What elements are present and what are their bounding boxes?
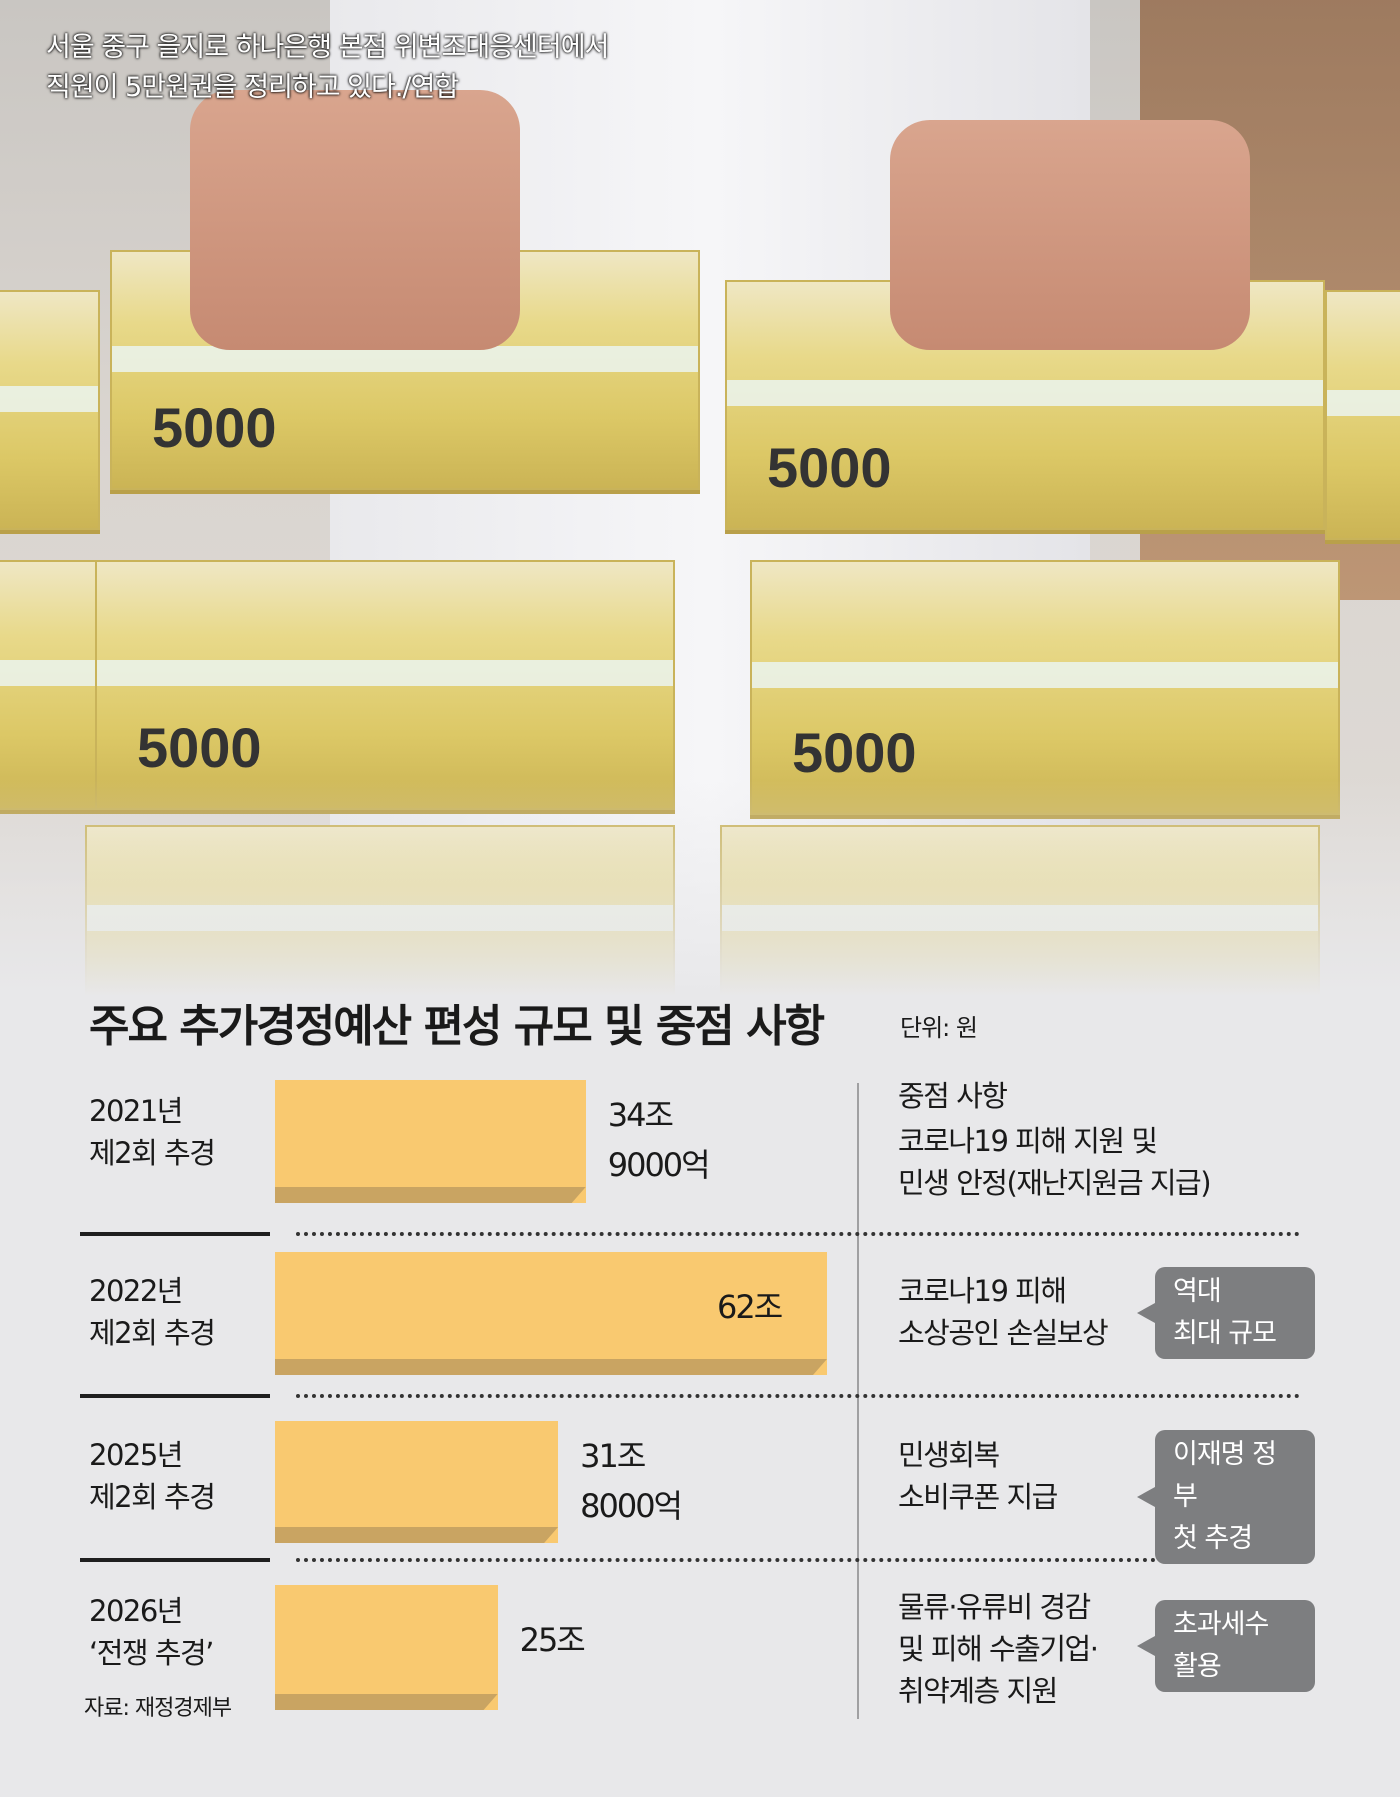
category-year: 2021년 (89, 1094, 183, 1128)
category-name: ‘전쟁 추경’ (89, 1636, 214, 1670)
row-divider (80, 1394, 270, 1398)
bill-stack (0, 290, 100, 530)
bar-shadow (275, 1359, 827, 1375)
bar (275, 1252, 827, 1375)
right-hand (890, 120, 1250, 350)
note-line: 소상공인 손실보상 (898, 1316, 1109, 1350)
note-line: 민생회복 (898, 1438, 1000, 1472)
data-label-line: 34조 (607, 1096, 674, 1134)
bar-shadow (275, 1527, 558, 1543)
data-label-line: 9000억 (607, 1146, 711, 1184)
category-name: 제2회 추경 (89, 1480, 216, 1514)
bar (275, 1421, 559, 1543)
note-line: 소비쿠폰 지급 (898, 1480, 1058, 1514)
bar (275, 1585, 498, 1710)
caption-line: 직원이 5만원권을 정리하고 있다./연합 (46, 72, 459, 103)
note-line: 물류·유류비 경감 (898, 1590, 1091, 1624)
chart-title: 주요 추가경정예산 편성 규모 및 중점 사항 (89, 1001, 825, 1052)
unit-label: 단위: 원 (900, 1014, 978, 1042)
bill-stack: 5000 (95, 560, 675, 810)
bar (275, 1080, 586, 1203)
row-divider (80, 1558, 270, 1562)
callout-line: 이재명 정부 (1173, 1439, 1277, 1512)
callout-line: 역대 (1173, 1276, 1222, 1307)
data-label: 25조 (519, 1615, 586, 1665)
bill-stack (1325, 290, 1400, 540)
column-divider (857, 1083, 859, 1719)
data-label: 34조 9000억 (607, 1090, 711, 1190)
category-name: 제2회 추경 (89, 1136, 216, 1170)
row-divider-dotted (296, 1558, 1300, 1562)
note-line: 취약계층 지원 (898, 1674, 1058, 1708)
data-label: 31조 8000억 (580, 1431, 683, 1531)
caption-line: 서울 중구 을지로 하나은행 본점 위변조대응센터에서 (46, 32, 609, 63)
banknote-photo: 5000 5000 5000 5000 서울 중구 을지로 하나은행 본점 위변… (0, 0, 1400, 1010)
row-divider (80, 1232, 270, 1236)
source-label: 자료: 재정경제부 (84, 1696, 232, 1721)
photo-fade (0, 780, 1400, 1010)
category-year: 2022년 (89, 1274, 183, 1308)
row-divider-dotted (296, 1232, 1300, 1236)
bill-stack (0, 560, 100, 810)
callout-line: 최대 규모 (1173, 1318, 1277, 1349)
category-name: 제2회 추경 (89, 1316, 216, 1350)
note-line: 민생 안정(재난지원금 지급) (898, 1166, 1212, 1200)
note-line: 및 피해 수출기업· (898, 1632, 1099, 1666)
row-divider-dotted (296, 1394, 1300, 1398)
callout-line: 초과세수 (1173, 1609, 1269, 1640)
note-line: 코로나19 피해 지원 및 (898, 1124, 1158, 1158)
left-hand (190, 90, 520, 350)
callout-line: 첫 추경 (1173, 1523, 1253, 1554)
category-year: 2025년 (89, 1438, 183, 1472)
callout-line: 활용 (1173, 1651, 1222, 1682)
note-line: 코로나19 피해 (898, 1274, 1067, 1308)
data-label-line: 25조 (519, 1621, 586, 1659)
photo-caption: 서울 중구 을지로 하나은행 본점 위변조대응센터에서 직원이 5만원권을 정리… (46, 28, 609, 108)
bar-shadow (275, 1694, 498, 1710)
category-year: 2026년 (89, 1594, 183, 1628)
bill-stack: 5000 (750, 560, 1340, 815)
bar-shadow (275, 1187, 586, 1203)
category-label: 2026년 ‘전쟁 추경’ (89, 1590, 214, 1674)
data-label-line: 8000억 (580, 1487, 683, 1525)
notes-header: 중점 사항 (898, 1079, 1008, 1113)
data-label-line: 62조 (717, 1288, 783, 1326)
data-label-line: 31조 (580, 1437, 646, 1475)
data-label: 62조 (717, 1282, 783, 1332)
